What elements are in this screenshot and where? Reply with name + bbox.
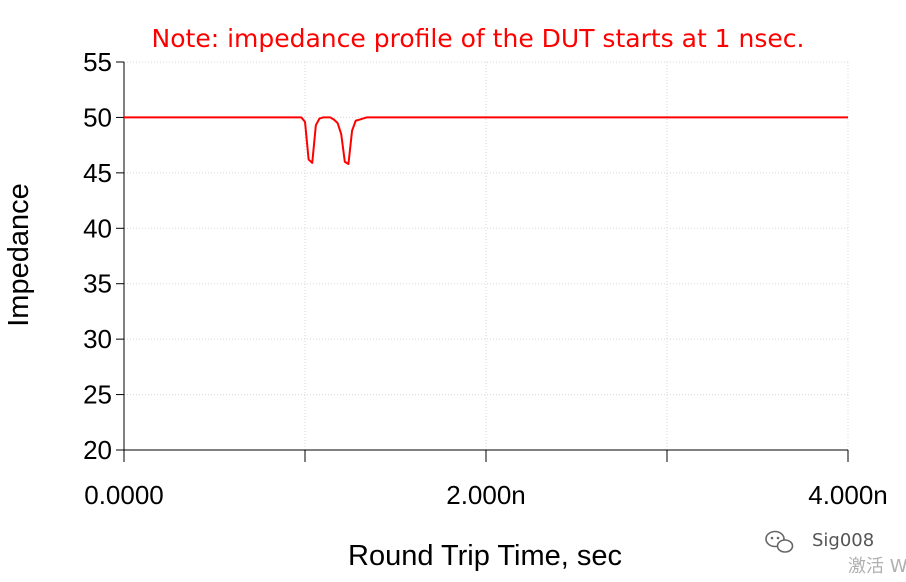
wechat-icon xyxy=(765,530,794,553)
x-tick-label: 4.000n xyxy=(808,480,888,510)
x-axis-ticks: 0.0000 2.000n 4.000n xyxy=(84,450,888,510)
watermark: Sig008 激活 W xyxy=(765,530,906,577)
series-layer xyxy=(124,116,848,165)
y-tick-label: 55 xyxy=(83,47,112,77)
y-tick-label: 50 xyxy=(83,102,112,132)
grid-lines xyxy=(123,61,849,451)
y-tick-label: 40 xyxy=(83,213,112,243)
x-tick-label: 2.000n xyxy=(446,480,526,510)
y-axis-ticks: 20 25 30 35 40 45 50 55 xyxy=(83,47,124,465)
watermark-sub: 激活 W xyxy=(848,556,906,577)
y-tick-label: 20 xyxy=(83,435,112,465)
y-tick-label: 25 xyxy=(83,380,112,410)
y-tick-label: 35 xyxy=(83,269,112,299)
impedance-series-line xyxy=(124,116,848,165)
y-tick-label: 45 xyxy=(83,158,112,188)
x-axis-label: Round Trip Time, sec xyxy=(348,540,622,572)
plot-frame xyxy=(123,62,848,451)
x-tick-label: 0.0000 xyxy=(84,480,164,510)
watermark-brand: Sig008 xyxy=(812,530,874,551)
y-tick-label: 30 xyxy=(83,324,112,354)
y-axis-label: Impedance xyxy=(3,183,35,327)
chart-annotation: Note: impedance profile of the DUT start… xyxy=(152,24,805,53)
